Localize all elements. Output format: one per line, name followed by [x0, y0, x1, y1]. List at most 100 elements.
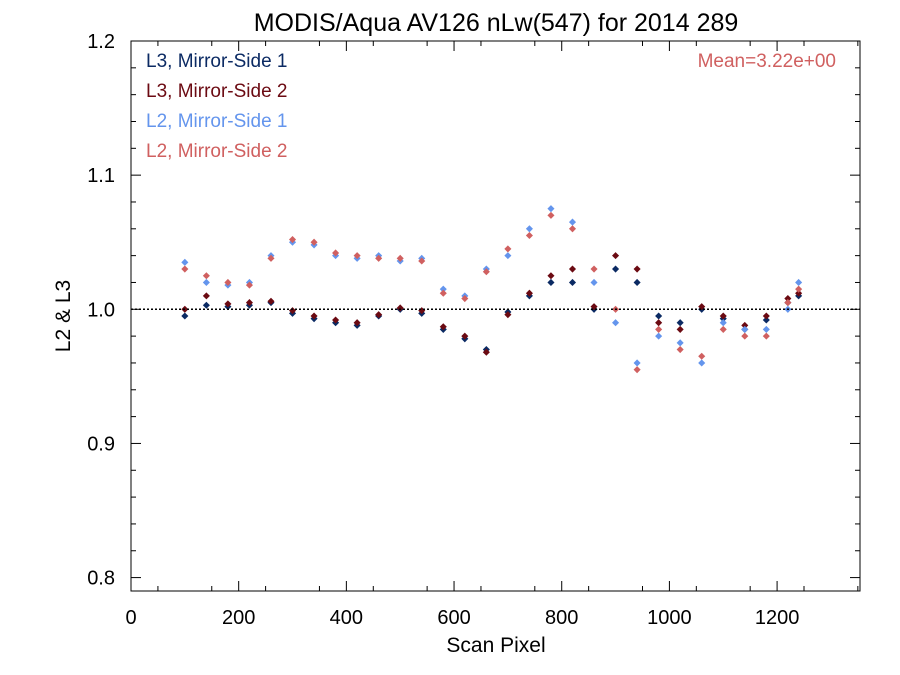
data-point [762, 312, 770, 320]
legend-entry: L3, Mirror-Side 1 [146, 51, 288, 72]
data-point [396, 304, 404, 312]
plot-frame [130, 40, 861, 592]
data-point [547, 278, 555, 286]
data-point [332, 249, 340, 257]
data-point [698, 303, 706, 311]
data-point [795, 285, 803, 293]
data-point [267, 254, 275, 262]
data-point [633, 278, 641, 286]
data-point [525, 231, 533, 240]
data-point [784, 299, 792, 307]
x-tick-label: 400 [330, 607, 363, 629]
data-point [504, 252, 512, 260]
data-point [795, 278, 803, 286]
data-point [698, 359, 706, 367]
x-tick-label: 600 [437, 607, 470, 629]
data-point [590, 278, 598, 286]
data-point [655, 312, 663, 320]
series-3 [181, 205, 803, 367]
data-point [288, 236, 297, 244]
data-point [482, 348, 490, 356]
data-point [795, 289, 803, 297]
data-point [181, 258, 189, 266]
data-point [568, 265, 577, 273]
data-point [396, 254, 404, 262]
x-tick-label: 1200 [755, 607, 800, 629]
x-tick-label: 0 [125, 607, 136, 629]
data-point [568, 278, 577, 286]
y-tick-label: 1.1 [87, 165, 115, 187]
data-point [288, 307, 297, 315]
y-tick-label: 1.0 [87, 299, 115, 321]
data-point [245, 299, 253, 307]
data-point [612, 265, 620, 273]
data-point [612, 319, 620, 327]
data-point [181, 265, 189, 273]
data-point [375, 311, 383, 319]
data-point [676, 346, 684, 354]
data-point [762, 316, 770, 324]
data-point [719, 319, 727, 327]
legend-entry: L3, Mirror-Side 2 [146, 81, 288, 102]
x-tick-label: 1000 [647, 607, 692, 629]
data-point [439, 289, 447, 297]
data-point [547, 205, 555, 213]
data-point [633, 359, 641, 367]
data-point [310, 238, 318, 246]
data-point [245, 281, 253, 289]
series-2 [181, 252, 803, 356]
data-point [202, 301, 210, 309]
data-point [676, 325, 684, 333]
x-tick-label: 800 [545, 607, 578, 629]
data-point [547, 272, 555, 280]
data-point [504, 245, 512, 253]
data-point [181, 312, 189, 320]
data-point [375, 254, 383, 262]
data-point [741, 332, 749, 340]
data-point [267, 297, 275, 305]
data-point [633, 265, 641, 273]
legend-entry: L2, Mirror-Side 1 [146, 111, 288, 132]
data-point [439, 323, 447, 331]
data-point [202, 278, 210, 286]
data-point [418, 257, 426, 265]
data-point [676, 319, 684, 327]
data-point [525, 289, 533, 297]
chart-title: MODIS/Aqua AV126 nLw(547) for 2014 289 [254, 9, 739, 37]
data-point [310, 312, 318, 320]
series-4 [181, 211, 803, 374]
data-points [181, 205, 803, 374]
axis-ticks: 0 200 400 600 800 1000 1200 0.8 0.9 1.0 1.1 1.2 [87, 31, 860, 629]
data-point [676, 339, 684, 347]
data-point [784, 295, 792, 303]
data-point [741, 321, 749, 329]
x-axis-label: Scan Pixel [446, 634, 545, 657]
data-point [224, 300, 232, 308]
y-axis-label: L2 & L3 [52, 280, 75, 352]
data-point [633, 366, 641, 374]
data-point [353, 252, 361, 260]
data-point [590, 303, 598, 311]
y-tick-label: 0.9 [87, 433, 115, 455]
data-point [202, 292, 210, 300]
x-tick-label: 200 [222, 607, 255, 629]
data-point [698, 352, 706, 360]
y-tick-label: 0.8 [87, 568, 115, 590]
y-tick-label: 1.2 [87, 31, 115, 53]
data-point [202, 272, 210, 280]
data-point [741, 325, 749, 333]
data-point [568, 218, 577, 226]
data-point [762, 325, 770, 333]
data-point [482, 268, 490, 276]
data-point [568, 225, 577, 233]
data-point [353, 319, 361, 327]
data-point [525, 225, 533, 233]
data-point [719, 325, 727, 333]
data-point [590, 265, 598, 273]
plot-area [130, 40, 861, 592]
data-point [612, 252, 620, 260]
data-point [504, 311, 512, 319]
data-point [461, 295, 469, 303]
legend-entry: L2, Mirror-Side 2 [146, 141, 288, 162]
